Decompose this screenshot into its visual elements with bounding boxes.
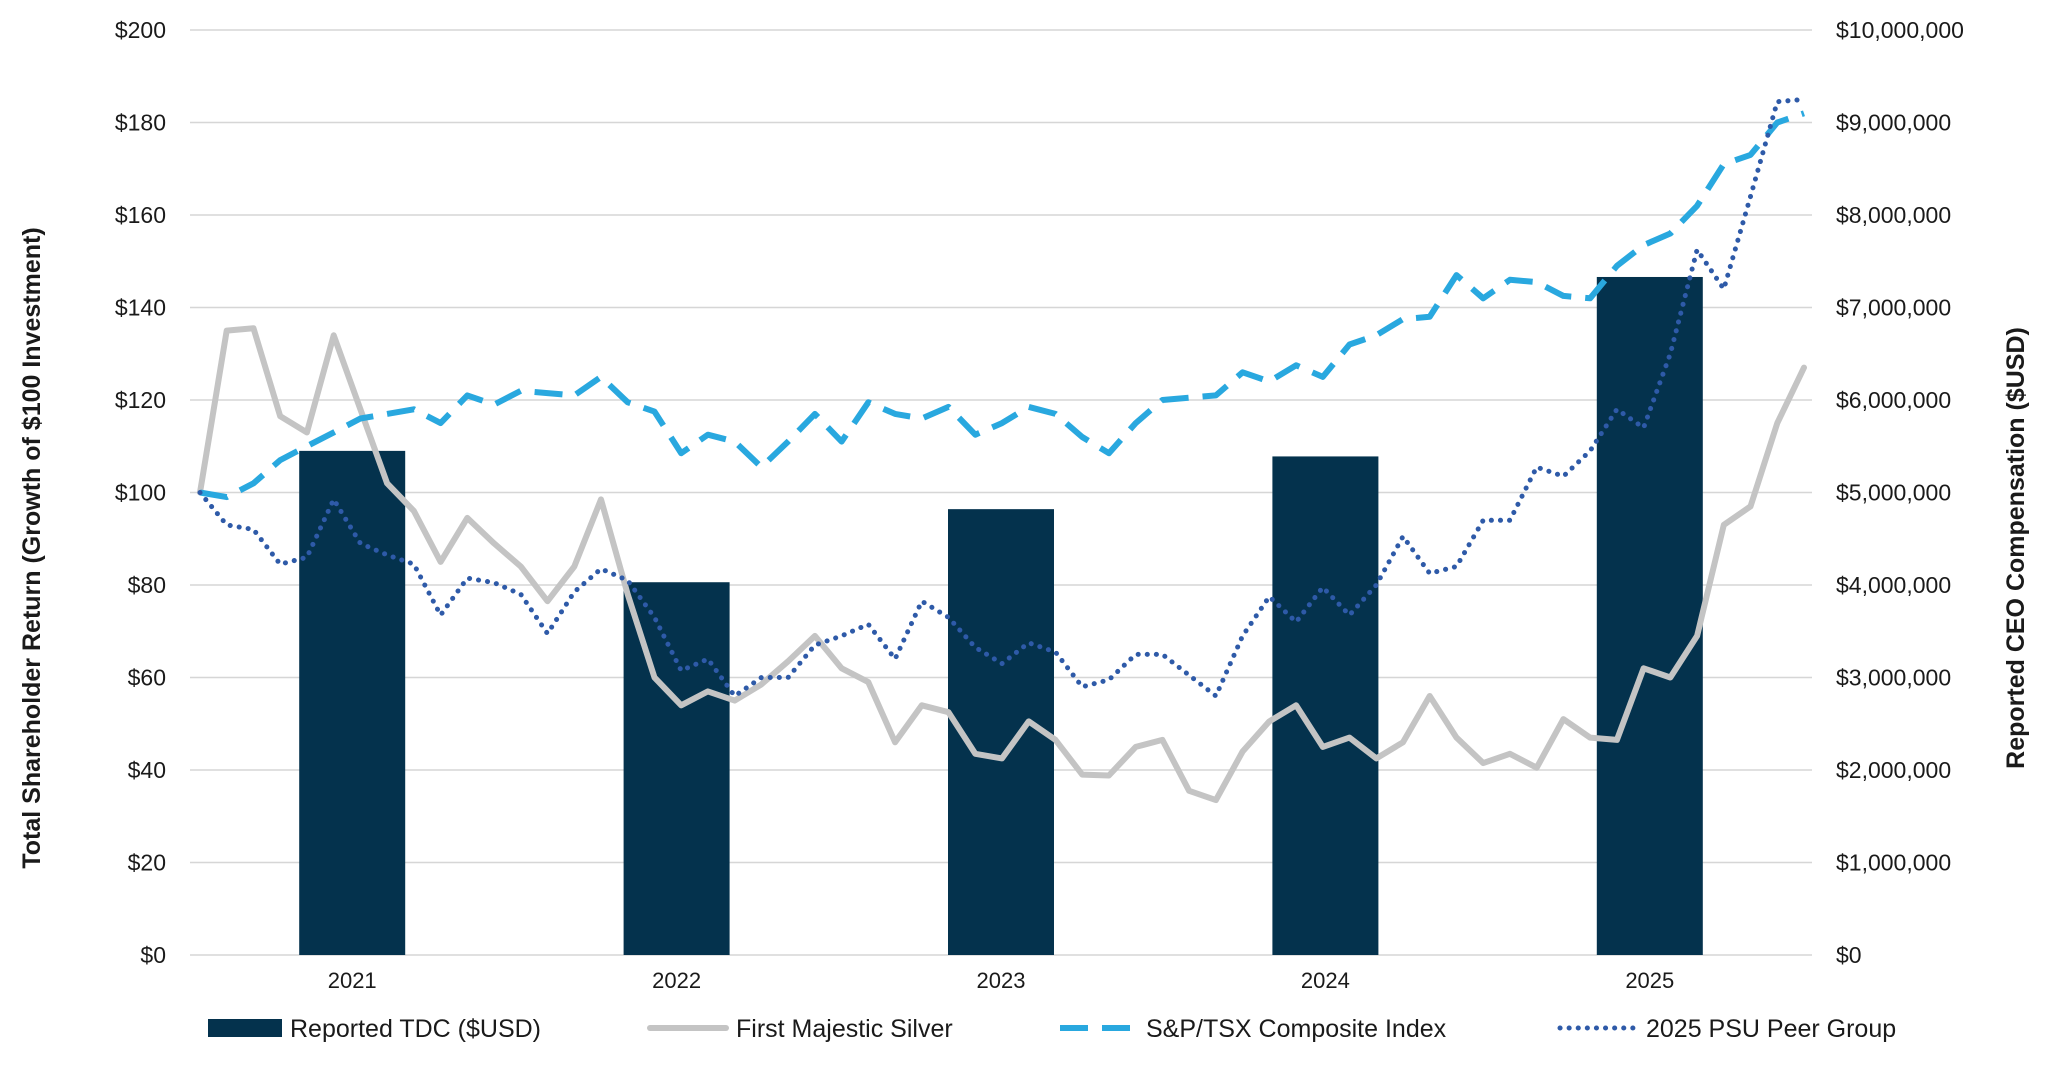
right-tick-label: $4,000,000 (1836, 572, 1951, 598)
right-tick-label: $0 (1836, 942, 1862, 968)
x-tick-label: 2021 (328, 968, 377, 993)
left-tick-label: $140 (115, 295, 166, 321)
legend-swatch (208, 1019, 282, 1037)
right-tick-label: $7,000,000 (1836, 295, 1951, 321)
right-tick-label: $10,000,000 (1836, 17, 1964, 43)
left-tick-label: $200 (115, 17, 166, 43)
right-tick-label: $1,000,000 (1836, 850, 1951, 876)
left-tick-label: $60 (128, 665, 166, 691)
left-tick-label: $120 (115, 387, 166, 413)
bar-2023 (948, 509, 1054, 955)
x-tick-label: 2023 (977, 968, 1026, 993)
lines-group (197, 96, 1807, 804)
bar-2025 (1596, 276, 1703, 956)
left-tick-label: $180 (115, 110, 166, 136)
bars-group (299, 276, 1703, 956)
legend-label: 2025 PSU Peer Group (1646, 1015, 1896, 1043)
left-axis-ticks: $0 $20 $40 $60 $80 $100 $120 $140 $160 $180 $200 (115, 17, 166, 968)
legend-item: 2025 PSU Peer Group (1557, 1015, 1896, 1043)
left-axis-title: Total Shareholder Return (Growth of $100… (18, 227, 46, 868)
left-tick-label: $160 (115, 202, 166, 228)
legend: Reported TDC ($USD) First Majestic Silver… (208, 1015, 1896, 1043)
left-tick-label: $20 (128, 850, 166, 876)
x-tick-label: 2024 (1301, 968, 1350, 993)
legend-label: S&P/TSX Composite Index (1146, 1015, 1447, 1043)
right-tick-label: $8,000,000 (1836, 202, 1951, 228)
x-tick-label: 2025 (1625, 968, 1674, 993)
bar-2024 (1272, 456, 1379, 955)
x-axis-ticks: 2021 2022 2023 2024 2025 (328, 968, 1675, 993)
left-tick-label: $80 (128, 572, 166, 598)
right-tick-label: $2,000,000 (1836, 757, 1951, 783)
left-tick-label: $0 (140, 942, 166, 968)
right-tick-label: $3,000,000 (1836, 665, 1951, 691)
right-tick-label: $9,000,000 (1836, 110, 1951, 136)
left-tick-label: $40 (128, 757, 166, 783)
right-axis-title: Reported CEO Compensation ($USD) (2002, 327, 2030, 769)
right-tick-label: $5,000,000 (1836, 480, 1951, 506)
series-line-dashed (199, 110, 1805, 501)
left-tick-label: $100 (115, 480, 166, 506)
series-line-solid (197, 325, 1807, 804)
series-line-dotted (197, 96, 1807, 699)
legend-item: Reported TDC ($USD) (208, 1015, 541, 1043)
x-tick-label: 2022 (652, 968, 701, 993)
right-tick-label: $6,000,000 (1836, 387, 1951, 413)
legend-item: First Majestic Silver (647, 1015, 953, 1043)
legend-label: First Majestic Silver (736, 1015, 953, 1043)
right-axis-ticks: $0 $1,000,000 $2,000,000 $3,000,000 $4,000,0… (1836, 17, 1964, 968)
legend-label: Reported TDC ($USD) (290, 1015, 541, 1043)
legend-item: S&P/TSX Composite Index (1060, 1015, 1447, 1043)
